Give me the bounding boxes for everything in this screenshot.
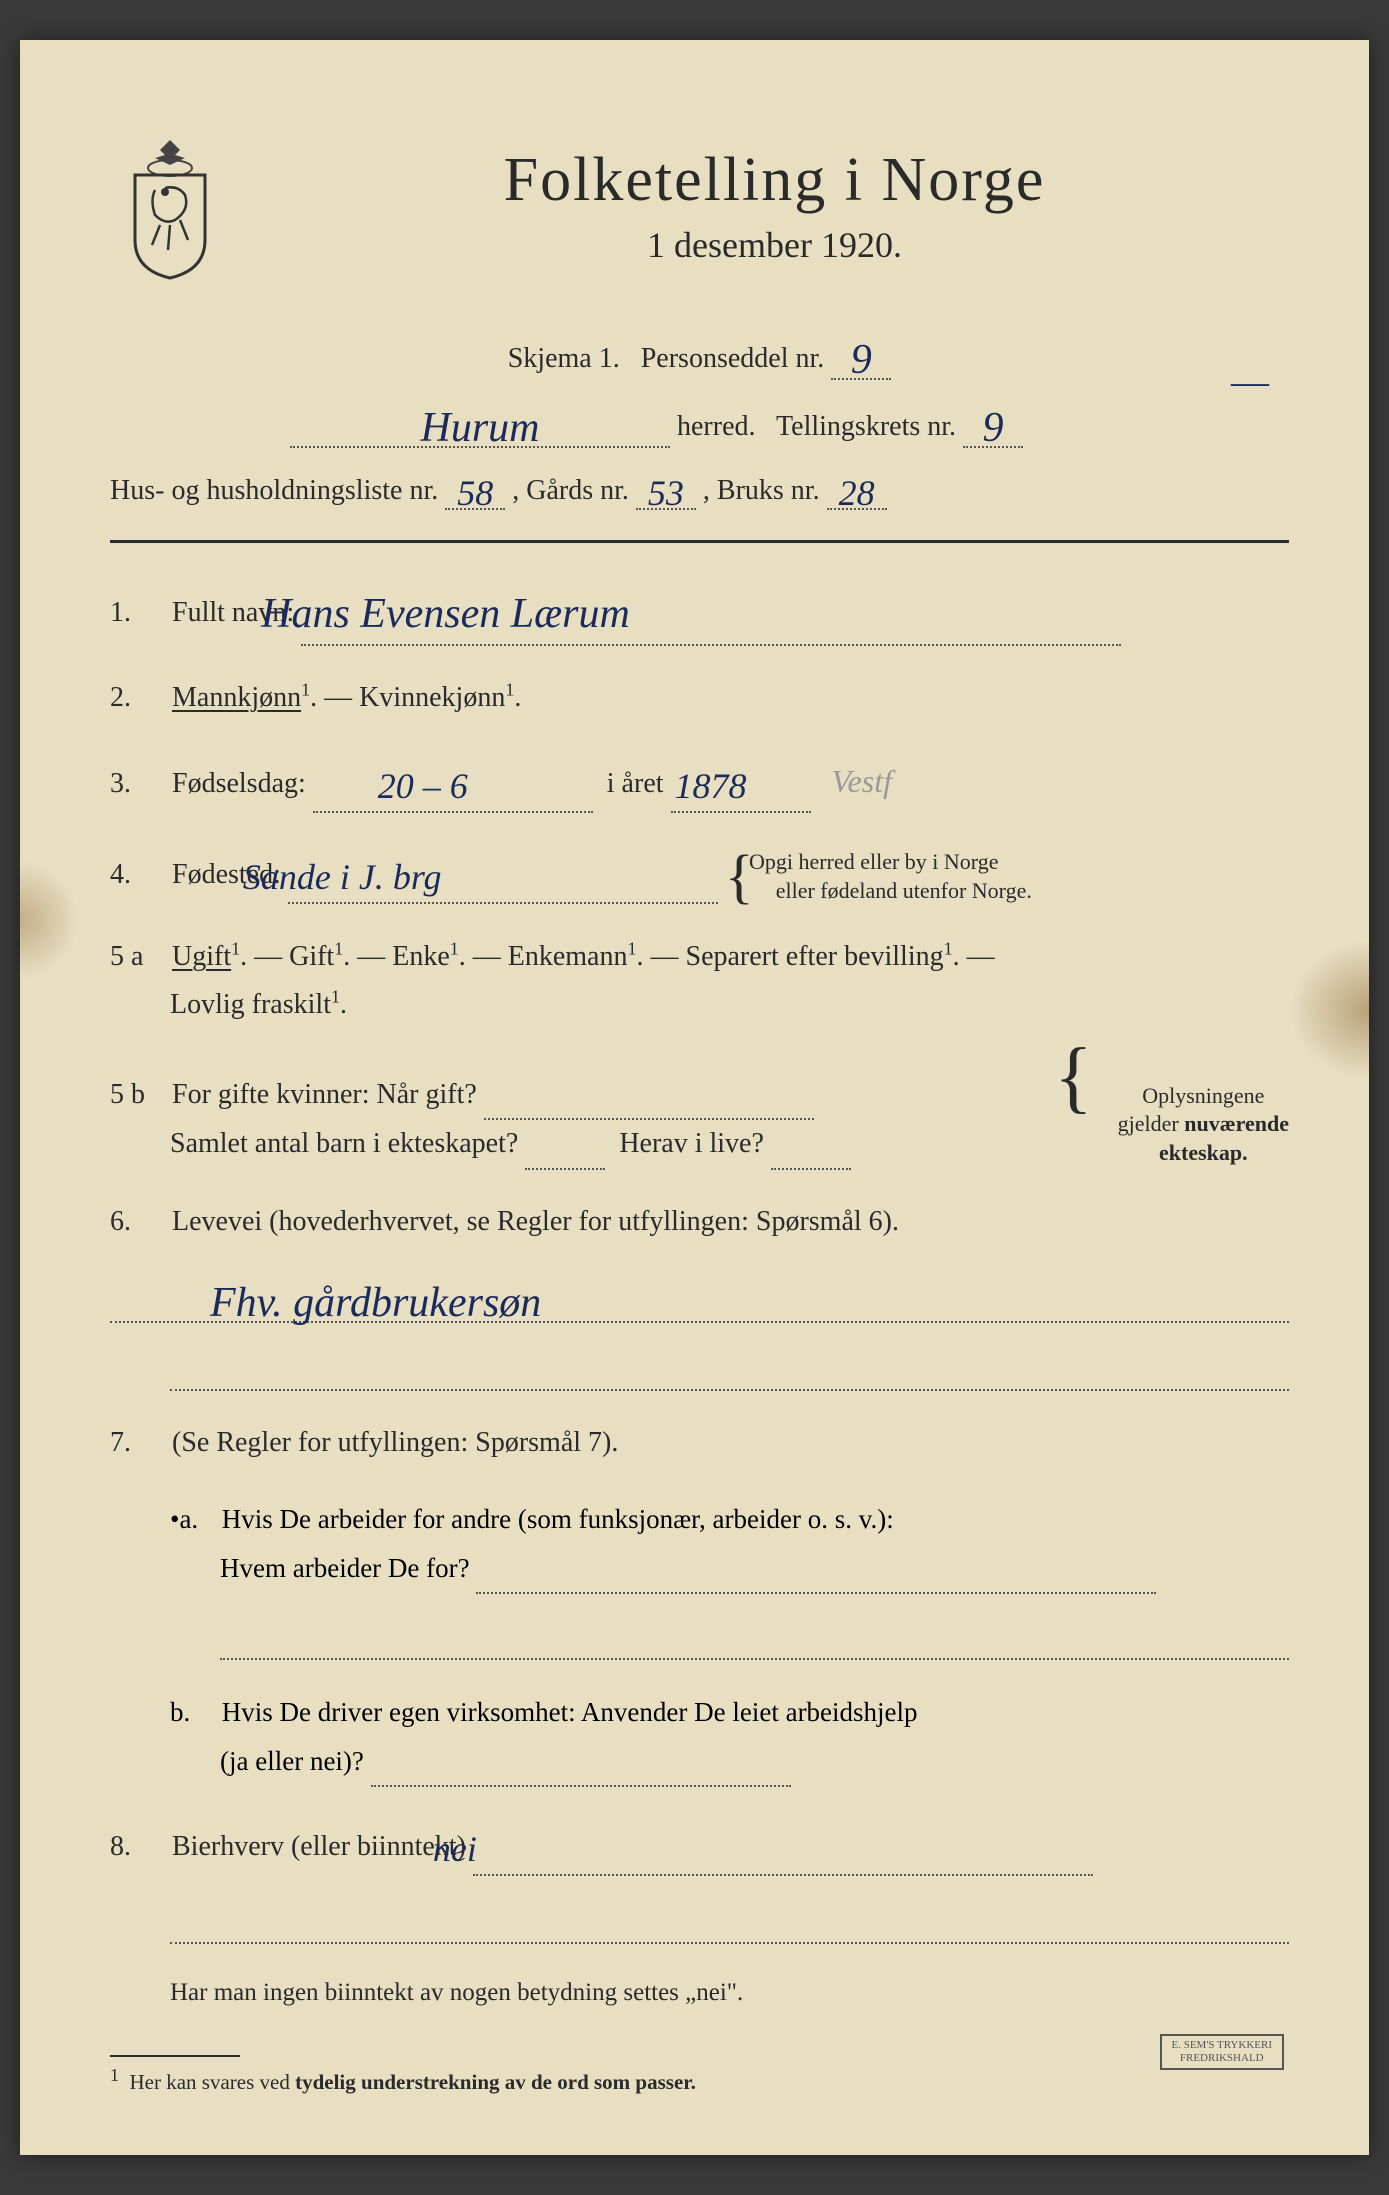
stamp-line-2: FREDRIKSHALD	[1180, 2052, 1264, 2064]
q5b-line2a: Samlet antal barn i ekteskapet?	[170, 1128, 518, 1159]
q3-date: 20 – 6	[378, 766, 468, 806]
q5b-note: Oplysningene gjelder nuværende ekteskap.	[1103, 1082, 1289, 1168]
skjema-label: Skjema 1.	[508, 343, 620, 374]
personseddel-value: 9	[851, 337, 872, 383]
page-title: Folketelling i Norge	[260, 145, 1289, 216]
q7-label: (Se Regler for utfyllingen: Spørsmål 7).	[172, 1427, 618, 1458]
q1-value: Hans Evensen Lærum	[261, 591, 630, 637]
coat-of-arms-icon	[110, 130, 230, 280]
bruks-value: 28	[839, 473, 875, 513]
q7a-line1: Hvis De arbeider for andre (som funksjon…	[222, 1504, 894, 1534]
q4-num: 4.	[110, 851, 165, 899]
question-7: 7. (Se Regler for utfyllingen: Spørsmål …	[110, 1419, 1289, 1467]
q4-note-2: eller fødeland utenfor Norge.	[776, 878, 1032, 903]
form-meta-line-3: Hus- og husholdningsliste nr. 58 , Gårds…	[110, 466, 1289, 510]
q7-num: 7.	[110, 1419, 165, 1467]
q5b-note-2: gjelder nuværende	[1118, 1111, 1289, 1136]
q2-kvinne: Kvinnekjønn	[359, 682, 505, 713]
q5a-enke: Enke	[392, 941, 450, 972]
question-1: 1. Fullt navn: Hans Evensen Lærum	[110, 573, 1289, 646]
question-7a: •a. Hvis De arbeider for andre (som funk…	[110, 1495, 1289, 1594]
q8-value: nei	[433, 1829, 477, 1869]
q4-note: Opgi herred eller by i Norge eller fødel…	[761, 848, 1032, 905]
herred-value: Hurum	[420, 405, 539, 451]
question-5a: 5 a Ugift1. — Gift1. — Enke1. — Enkemann…	[110, 933, 1289, 1028]
q5b-note-3: ekteskap.	[1159, 1140, 1248, 1165]
q4-note-1: Opgi herred eller by i Norge	[749, 849, 998, 874]
q3-num: 3.	[110, 760, 165, 808]
q5a-num: 5 a	[110, 933, 165, 981]
q2-mann: Mannkjønn	[172, 682, 301, 713]
husliste-value: 58	[457, 473, 493, 513]
tellingskrets-label: Tellingskrets nr.	[776, 411, 956, 442]
q3-year: 1878	[675, 766, 747, 806]
q5a-gift: Gift	[289, 941, 334, 972]
form-meta-line-2: Hurum herred. Tellingskrets nr. 9	[110, 398, 1289, 448]
gards-value: 53	[648, 473, 684, 513]
paper-stain	[20, 860, 80, 980]
gards-label: , Gårds nr.	[512, 475, 629, 506]
footnote: 1 Her kan svares ved tydelig understrekn…	[110, 2065, 1289, 2095]
q6-label: Levevei (hovederhvervet, se Regler for u…	[172, 1206, 899, 1237]
header: Folketelling i Norge 1 desember 1920.	[110, 130, 1289, 280]
q8-num: 8.	[110, 1823, 165, 1871]
husliste-label: Hus- og husholdningsliste nr.	[110, 475, 438, 506]
page-subtitle: 1 desember 1920.	[260, 224, 1289, 266]
q5b-note-1: Oplysningene	[1142, 1083, 1264, 1108]
q5a-separert: Separert efter bevilling	[686, 941, 944, 972]
stamp-line-1: E. SEM'S TRYKKERI	[1172, 2039, 1273, 2051]
footnote-text: Her kan svares ved tydelig understreknin…	[130, 2070, 696, 2094]
question-8: 8. Bierhverv (eller biinntekt) nei	[110, 1813, 1289, 1876]
paper-stain	[1289, 940, 1369, 1080]
herred-label: herred.	[677, 411, 756, 442]
form-meta-line-1: Skjema 1. Personseddel nr. 9	[110, 330, 1289, 380]
q5b-line1: For gifte kvinner: Når gift?	[172, 1079, 477, 1110]
q6-answer-line: Fhv. gårdbrukersøn	[110, 1273, 1289, 1323]
q5b-line2b: Herav i live?	[619, 1128, 764, 1159]
q3-pencil-note: Vestf	[832, 763, 892, 799]
title-block: Folketelling i Norge 1 desember 1920.	[260, 130, 1289, 266]
bruks-label: , Bruks nr.	[703, 475, 820, 506]
q7b-letter: b.	[170, 1688, 215, 1737]
footnote-marker: 1	[110, 2065, 119, 2085]
question-6: 6. Levevei (hovederhvervet, se Regler fo…	[110, 1198, 1289, 1246]
q7b-line2: (ja eller nei)?	[220, 1746, 364, 1776]
q6-blank-line	[170, 1351, 1289, 1391]
q7a-line2: Hvem arbeider De for?	[220, 1553, 470, 1583]
personseddel-label: Personseddel nr.	[641, 343, 825, 374]
census-form-page: — Folketelling i Norge 1 desember 1920. …	[20, 40, 1369, 2155]
footnote-divider	[110, 2055, 240, 2057]
q2-num: 2.	[110, 674, 165, 722]
q3-year-label: i året	[607, 768, 664, 799]
q6-value: Fhv. gårdbrukersøn	[210, 1280, 541, 1326]
note-below-8: Har man ingen biinntekt av nogen betydni…	[110, 1972, 1289, 2015]
q6-num: 6.	[110, 1198, 165, 1246]
q2-sep: —	[324, 682, 359, 713]
q5a-enkemann: Enkemann	[508, 941, 628, 972]
stray-mark: —	[1231, 360, 1269, 404]
q8-label: Bierhverv (eller biinntekt)	[172, 1831, 466, 1862]
q4-value: Sande i J. brg	[243, 857, 442, 897]
q7a-letter: •a.	[170, 1495, 215, 1544]
q5a-fraskilt: Lovlig fraskilt	[170, 989, 331, 1020]
q5a-ugift: Ugift	[172, 941, 231, 972]
divider	[110, 540, 1289, 543]
q3-label: Fødselsdag:	[172, 768, 306, 799]
q5b-num: 5 b	[110, 1071, 165, 1119]
q1-num: 1.	[110, 589, 165, 637]
question-4: 4. Fødested: Sande i J. brg { Opgi herre…	[110, 841, 1289, 905]
question-5b: 5 b For gifte kvinner: Når gift? Samlet …	[110, 1057, 1289, 1170]
question-3: 3. Fødselsdag: 20 – 6 i året 1878 Vestf	[110, 750, 1289, 813]
q8-blank-line	[170, 1904, 1289, 1944]
question-7b: b. Hvis De driver egen virksomhet: Anven…	[110, 1688, 1289, 1787]
tellingskrets-value: 9	[983, 405, 1004, 451]
q7b-line1: Hvis De driver egen virksomhet: Anvender…	[222, 1697, 918, 1727]
brace-icon: {	[1054, 1057, 1092, 1097]
q7a-blank-line	[220, 1620, 1289, 1660]
question-2: 2. Mannkjønn1. — Kvinnekjønn1.	[110, 674, 1289, 722]
printer-stamp: E. SEM'S TRYKKERI FREDRIKSHALD	[1160, 2034, 1285, 2070]
